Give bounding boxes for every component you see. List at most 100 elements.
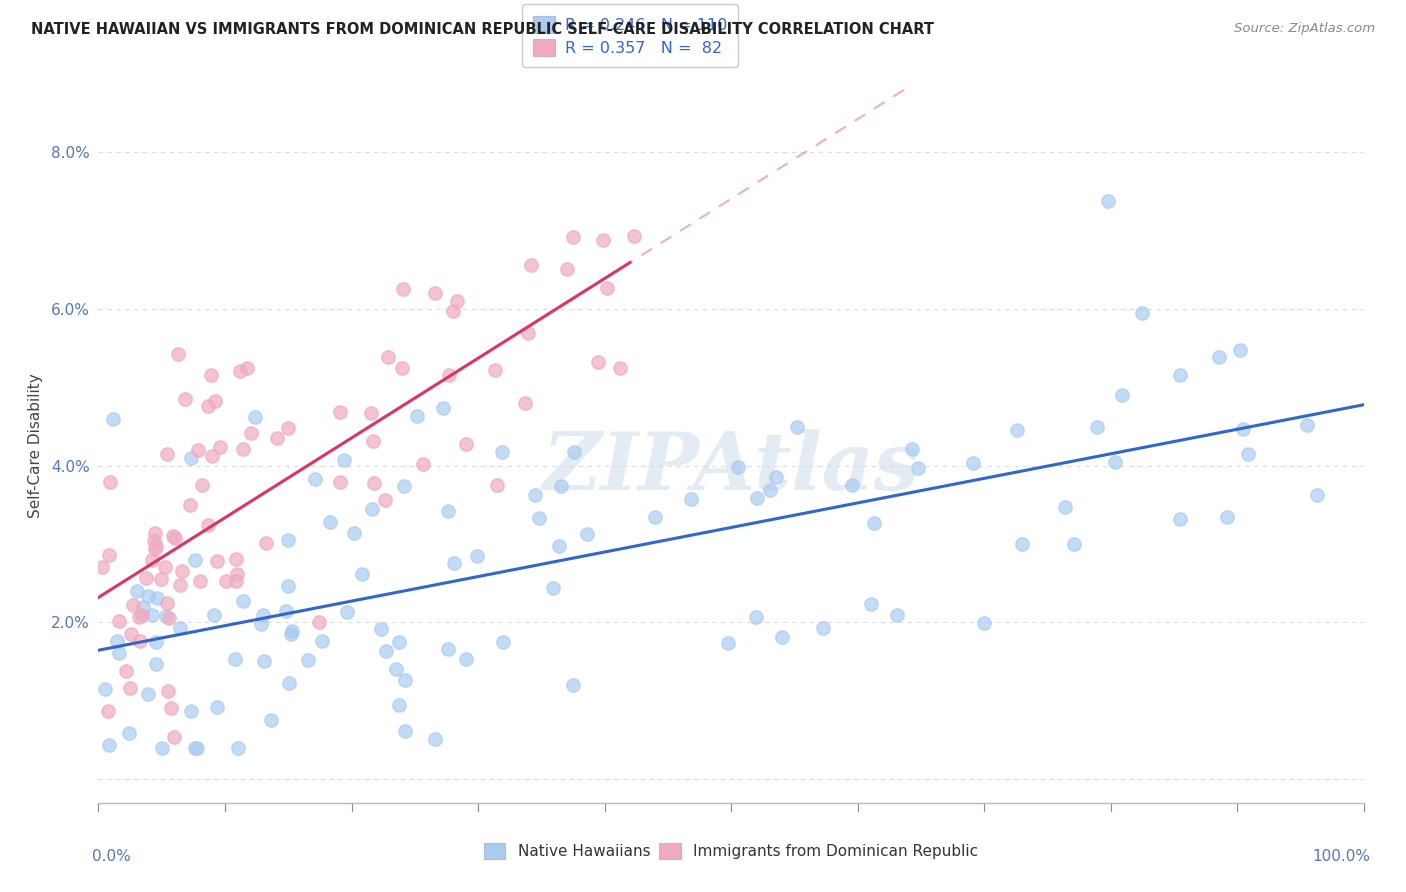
Point <box>120 627 142 641</box>
Point <box>859 597 882 611</box>
Point <box>232 594 254 608</box>
Point <box>770 630 793 644</box>
Point <box>361 502 384 516</box>
Point <box>155 609 177 624</box>
Point <box>225 566 247 581</box>
Point <box>209 440 232 454</box>
Legend: Native Hawaiians, Immigrants from Dominican Republic: Native Hawaiians, Immigrants from Domini… <box>477 835 986 866</box>
Point <box>232 442 254 457</box>
Point <box>1005 423 1028 437</box>
Point <box>1011 537 1033 551</box>
Point <box>561 230 583 244</box>
Point <box>156 447 179 461</box>
Point <box>486 477 509 491</box>
Point <box>252 608 274 623</box>
Point <box>179 498 201 512</box>
Point <box>266 431 288 445</box>
Point <box>1170 512 1192 526</box>
Point <box>374 493 396 508</box>
Point <box>361 434 384 448</box>
Point <box>384 662 406 676</box>
Point <box>183 740 205 755</box>
Point <box>308 615 330 629</box>
Point <box>1168 368 1191 383</box>
Point <box>1111 388 1133 402</box>
Point <box>98 548 121 562</box>
Text: NATIVE HAWAIIAN VS IMMIGRANTS FROM DOMINICAN REPUBLIC SELF-CARE DISABILITY CORRE: NATIVE HAWAIIAN VS IMMIGRANTS FROM DOMIN… <box>31 22 934 37</box>
Point <box>517 326 540 341</box>
Point <box>332 453 354 467</box>
Point <box>446 293 468 308</box>
Point <box>547 540 569 554</box>
Point <box>319 516 342 530</box>
Point <box>225 574 247 589</box>
Point <box>527 511 550 525</box>
Point <box>392 479 415 493</box>
Point <box>122 598 145 612</box>
Point <box>745 610 768 624</box>
Point <box>118 726 141 740</box>
Point <box>280 627 302 641</box>
Point <box>145 539 167 553</box>
Point <box>759 483 782 497</box>
Point <box>901 442 924 457</box>
Point <box>406 409 429 423</box>
Point <box>391 360 413 375</box>
Point <box>145 635 167 649</box>
Point <box>197 399 219 413</box>
Point <box>214 574 236 588</box>
Point <box>595 280 617 294</box>
Point <box>190 478 212 492</box>
Point <box>162 528 184 542</box>
Point <box>131 600 153 615</box>
Point <box>281 624 304 638</box>
Point <box>745 491 768 505</box>
Point <box>484 362 506 376</box>
Point <box>360 406 382 420</box>
Point <box>592 233 614 247</box>
Point <box>717 636 740 650</box>
Point <box>973 616 995 631</box>
Point <box>350 567 373 582</box>
Point <box>141 607 163 622</box>
Point <box>1104 455 1126 469</box>
Point <box>136 589 159 603</box>
Point <box>180 704 202 718</box>
Point <box>128 610 150 624</box>
Point <box>224 652 246 666</box>
Point <box>644 510 666 524</box>
Point <box>118 681 141 696</box>
Point <box>156 596 179 610</box>
Point <box>204 394 226 409</box>
Point <box>423 732 446 747</box>
Point <box>432 401 454 415</box>
Point <box>150 740 173 755</box>
Point <box>250 617 273 632</box>
Point <box>786 419 808 434</box>
Point <box>125 583 148 598</box>
Point <box>163 730 186 744</box>
Point <box>236 360 259 375</box>
Point <box>1085 419 1108 434</box>
Point <box>375 644 398 658</box>
Point <box>441 304 464 318</box>
Point <box>443 556 465 570</box>
Point <box>363 475 385 490</box>
Point <box>1216 510 1239 524</box>
Point <box>169 578 191 592</box>
Text: 100.0%: 100.0% <box>1312 849 1369 864</box>
Point <box>1232 422 1254 436</box>
Point <box>561 678 583 692</box>
Point <box>136 687 159 701</box>
Point <box>1306 488 1329 502</box>
Point <box>94 682 117 697</box>
Point <box>811 621 834 635</box>
Point <box>454 652 477 666</box>
Point <box>187 443 209 458</box>
Point <box>377 350 399 364</box>
Point <box>841 477 863 491</box>
Point <box>197 517 219 532</box>
Point <box>225 551 247 566</box>
Point <box>143 525 166 540</box>
Point <box>153 560 176 574</box>
